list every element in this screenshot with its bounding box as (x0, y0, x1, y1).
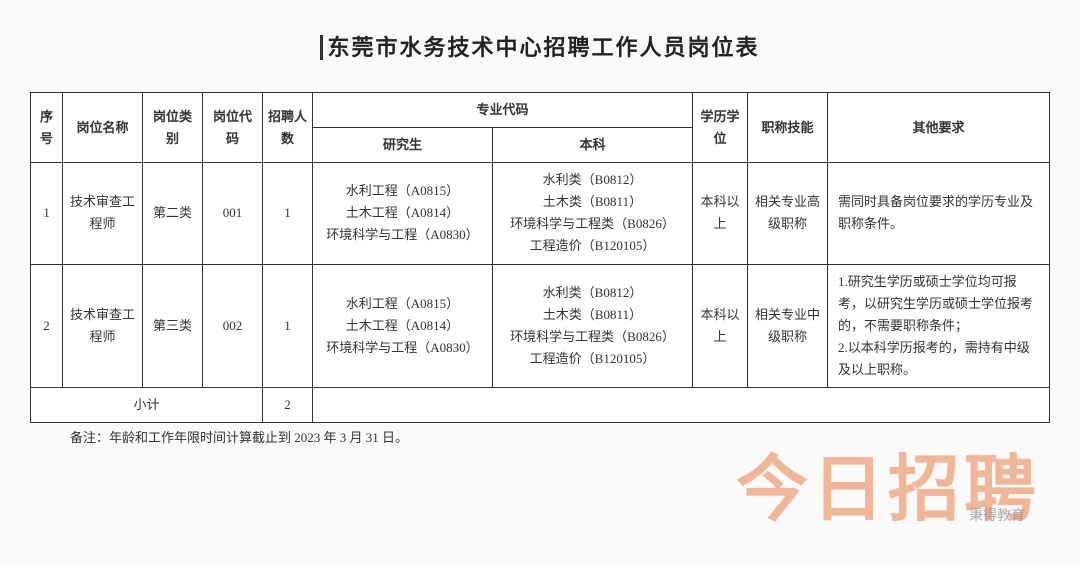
hdr-category: 岗位类别 (143, 93, 203, 163)
cell-title-req: 相关专业中级职称 (748, 264, 828, 387)
cell-category: 第三类 (143, 264, 203, 387)
cell-other: 需同时具备岗位要求的学历专业及职称条件。 (828, 163, 1050, 264)
footnote: 备注：年龄和工作年限时间计算截止到 2023 年 3 月 31 日。 (30, 427, 1050, 446)
job-table: 序号 岗位名称 岗位类别 岗位代码 招聘人数 专业代码 学历学位 职称技能 其他… (30, 92, 1050, 423)
title-text: 东莞市水务技术中心招聘工作人员岗位表 (320, 35, 759, 60)
table-row: 1 技术审查工程师 第二类 001 1 水利工程（A0815）土木工程（A081… (31, 163, 1050, 264)
hdr-edu: 学历学位 (693, 93, 748, 163)
table-body: 1 技术审查工程师 第二类 001 1 水利工程（A0815）土木工程（A081… (31, 163, 1050, 423)
cell-grad: 水利工程（A0815）土木工程（A0814）环境科学与工程（A0830） (313, 163, 493, 264)
cell-name: 技术审查工程师 (63, 163, 143, 264)
cell-under: 水利类（B0812）土木类（B0811）环境科学与工程类（B0826）工程造价（… (493, 163, 693, 264)
cell-edu: 本科以上 (693, 264, 748, 387)
hdr-major-under: 本科 (493, 128, 693, 163)
hdr-title-req: 职称技能 (748, 93, 828, 163)
header-row-1: 序号 岗位名称 岗位类别 岗位代码 招聘人数 专业代码 学历学位 职称技能 其他… (31, 93, 1050, 128)
hdr-name: 岗位名称 (63, 93, 143, 163)
cell-count: 1 (263, 264, 313, 387)
cell-grad: 水利工程（A0815）土木工程（A0814）环境科学与工程（A0830） (313, 264, 493, 387)
cell-category: 第二类 (143, 163, 203, 264)
table-row: 2 技术审查工程师 第三类 002 1 水利工程（A0815）土木工程（A081… (31, 264, 1050, 387)
hdr-code: 岗位代码 (203, 93, 263, 163)
cell-edu: 本科以上 (693, 163, 748, 264)
hdr-major-grad: 研究生 (313, 128, 493, 163)
watermark-sub: 秉得教育 (969, 505, 1025, 525)
subtotal-row: 小计 2 (31, 388, 1050, 423)
cell-code: 001 (203, 163, 263, 264)
cell-seq: 2 (31, 264, 63, 387)
cell-title-req: 相关专业高级职称 (748, 163, 828, 264)
cell-other: 1.研究生学历或硕士学位均可报考，以研究生学历或硕士学位报考的，不需要职称条件；… (828, 264, 1050, 387)
subtotal-count: 2 (263, 388, 313, 423)
hdr-seq: 序号 (31, 93, 63, 163)
cell-seq: 1 (31, 163, 63, 264)
cell-under: 水利类（B0812）土木类（B0811）环境科学与工程类（B0826）工程造价（… (493, 264, 693, 387)
hdr-count: 招聘人数 (263, 93, 313, 163)
hdr-major-group: 专业代码 (313, 93, 693, 128)
subtotal-blank (313, 388, 1050, 423)
cell-count: 1 (263, 163, 313, 264)
cell-name: 技术审查工程师 (63, 264, 143, 387)
page-title: 东莞市水务技术中心招聘工作人员岗位表 (30, 30, 1050, 62)
cell-code: 002 (203, 264, 263, 387)
subtotal-label: 小计 (31, 388, 263, 423)
hdr-other: 其他要求 (828, 93, 1050, 163)
